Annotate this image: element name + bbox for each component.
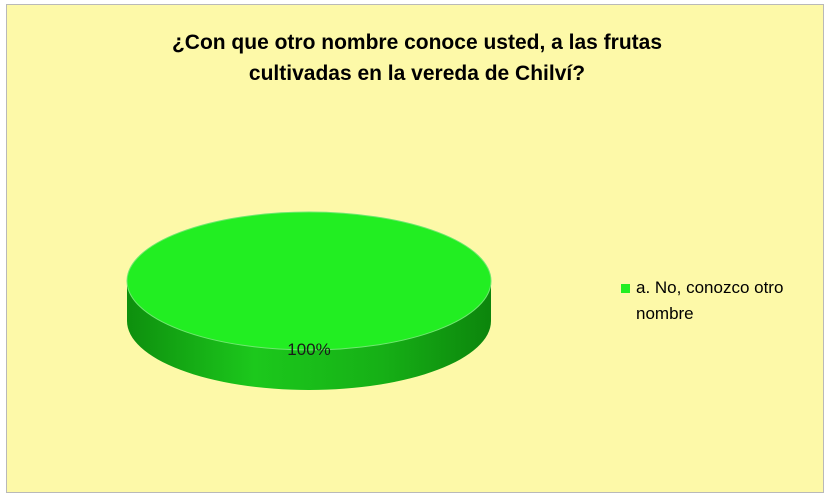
legend-swatch: [621, 284, 630, 293]
pie-data-label: 100%: [287, 340, 330, 359]
chart-area: ¿Con que otro nombre conoce usted, a las…: [6, 4, 824, 493]
legend: a. No, conozco otro nombre: [621, 275, 821, 327]
chart-title-line-1: ¿Con que otro nombre conoce usted, a las…: [171, 31, 663, 54]
pie-slice-top: [126, 211, 492, 351]
chart-title-line-2: cultivadas en la vereda de Chilví?: [248, 62, 586, 85]
pie-slice-side: [127, 281, 491, 390]
pie-plot: 100%: [126, 211, 492, 390]
chart-title: ¿Con que otro nombre conoce usted, a las…: [87, 27, 747, 89]
legend-label: a. No, conozco otro nombre: [636, 278, 784, 323]
